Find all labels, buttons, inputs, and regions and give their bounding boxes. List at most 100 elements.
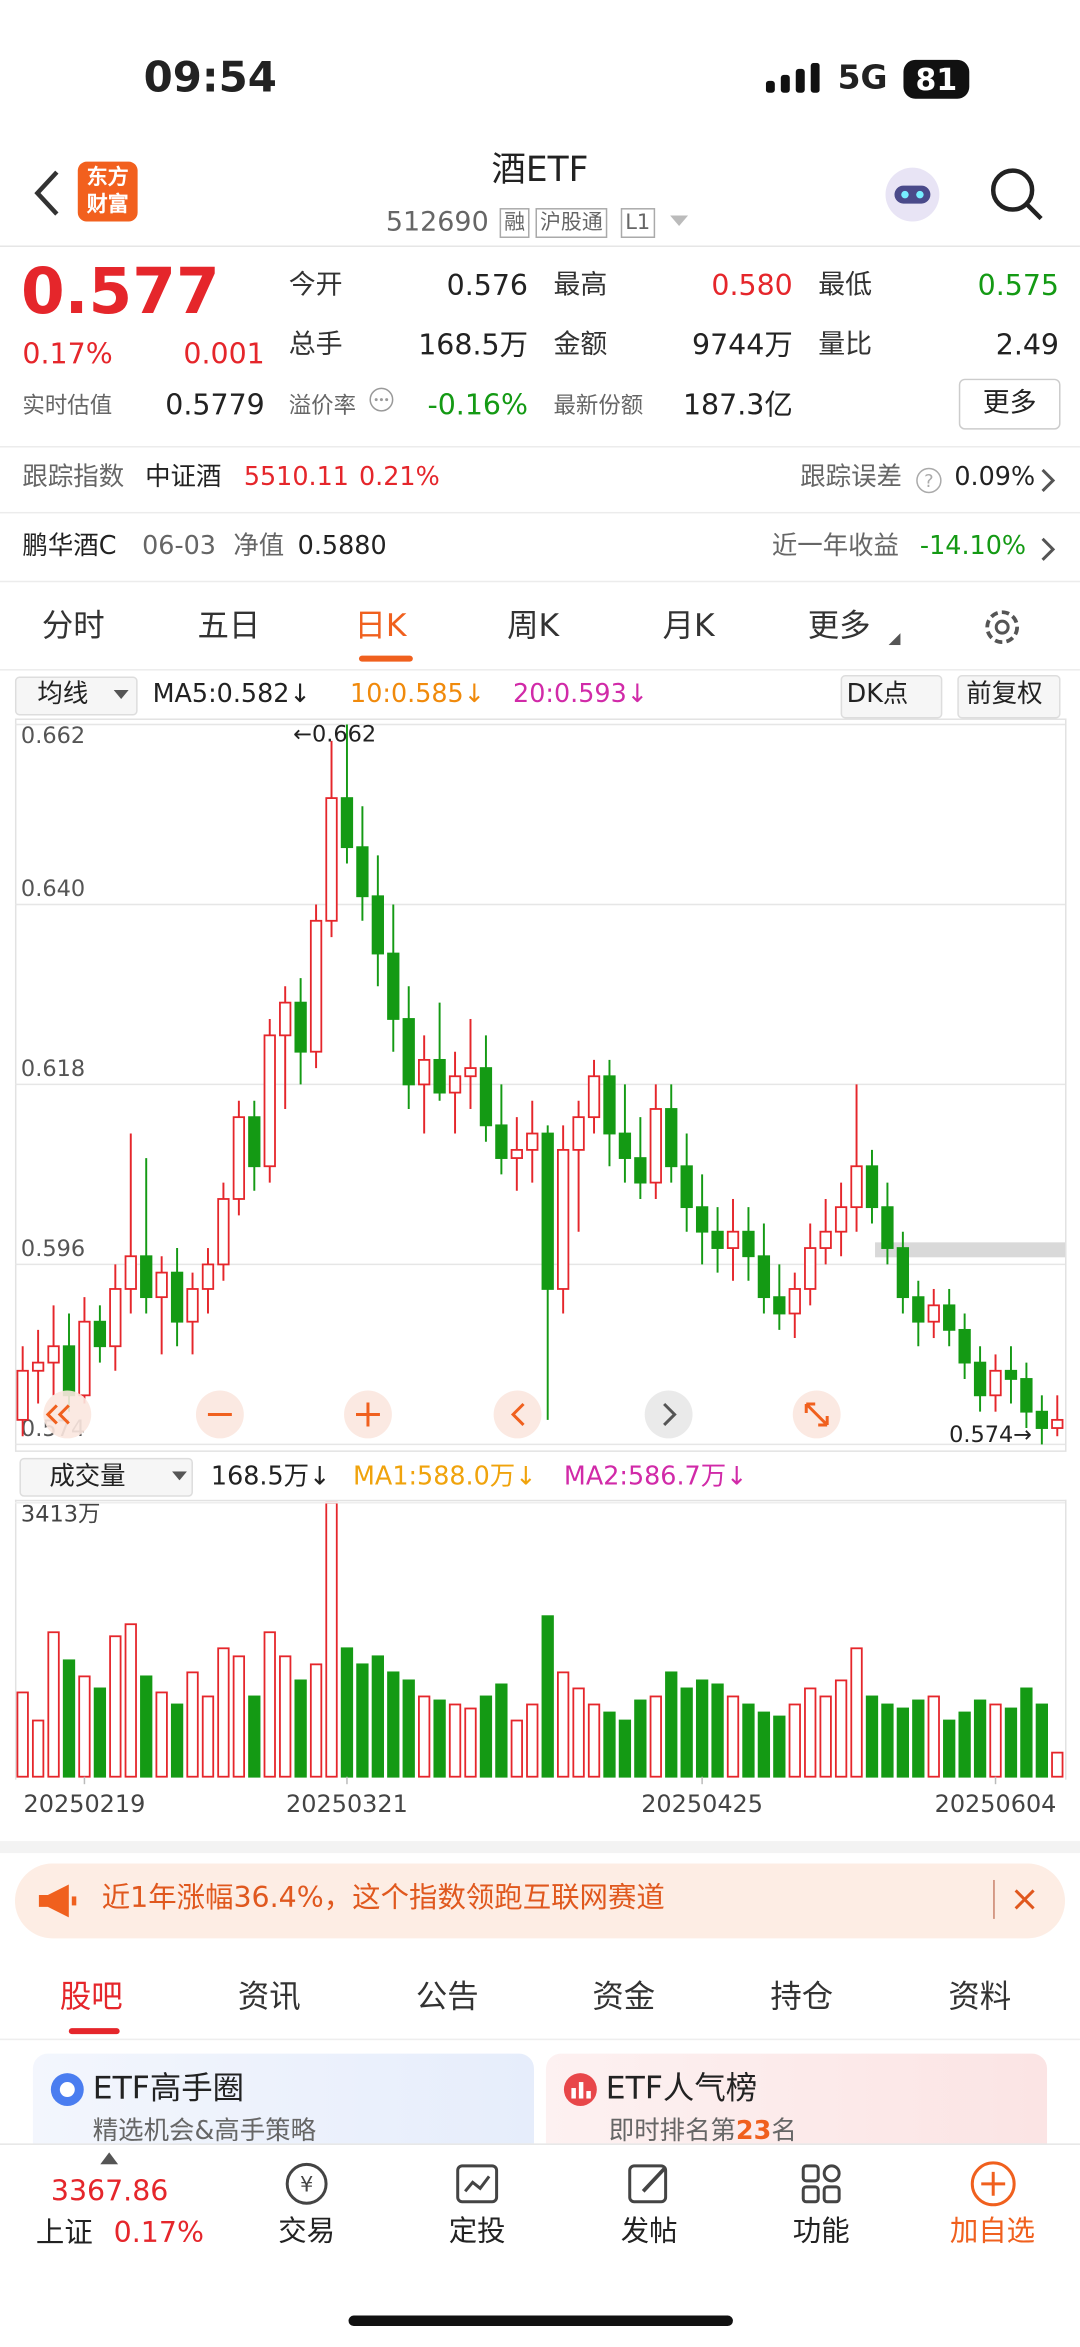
subtitle-text: 即时排名第 (608, 2116, 736, 2147)
volume-bar (973, 1699, 987, 1778)
close-button[interactable] (1013, 1887, 1037, 1911)
chart-control[interactable] (43, 1390, 92, 1439)
index-pct[interactable]: 0.17% (113, 2216, 204, 2250)
chevron[interactable] (1040, 467, 1058, 494)
nav-item[interactable]: 加自选 (949, 2215, 1036, 2249)
nav-item[interactable]: 发帖 (620, 2215, 678, 2249)
volume-bar (140, 1675, 153, 1778)
adjust-button[interactable] (957, 675, 1061, 719)
candle-body (1004, 1369, 1018, 1380)
stat-value: 0.576 (446, 269, 529, 303)
candle-body (865, 1165, 879, 1209)
sub-tab[interactable]: 公告 (415, 1978, 479, 2015)
return-label: 近一年收益 (771, 531, 899, 562)
card-subtitle: 精选机会&高手策略 (92, 2116, 317, 2147)
volume-bar (587, 1703, 601, 1778)
candle-body (170, 1271, 184, 1323)
stat-label: 实时估值 (22, 392, 113, 420)
volume-bar (912, 1699, 925, 1778)
volume-bar (16, 1691, 29, 1778)
period-tab-active[interactable]: 日K (354, 607, 407, 644)
volume-bar (279, 1655, 292, 1778)
volume-bar (510, 1719, 523, 1778)
chart-control[interactable] (644, 1390, 693, 1439)
more-button[interactable]: 更多 (958, 378, 1061, 430)
y-tick-label: 0.596 (21, 1236, 85, 1262)
candle-body (387, 952, 400, 1020)
volume-selector[interactable] (19, 1457, 193, 1497)
candle-body (248, 1116, 261, 1168)
abs-change: 0.001 (183, 338, 265, 372)
stat-value: 187.3亿 (682, 389, 793, 423)
period-tab[interactable]: 月K (662, 607, 715, 644)
sub-tab-active[interactable]: 股吧 (59, 1978, 123, 2015)
sub-tab[interactable]: 资料 (948, 1978, 1012, 2015)
candle-body (819, 1230, 832, 1249)
sub-tab[interactable]: 持仓 (770, 1978, 834, 2015)
svg-text:?: ? (924, 471, 934, 492)
clock: 09:54 (143, 52, 277, 102)
robot-avatar[interactable] (880, 162, 946, 228)
search-button[interactable] (987, 165, 1047, 225)
index-name[interactable]: 上证 (35, 2216, 93, 2250)
tag: 融 (499, 208, 530, 238)
card[interactable] (32, 2053, 535, 2159)
candle-body (587, 1075, 601, 1119)
stock-title: 酒ETF (491, 151, 589, 191)
stat-value: 0.5779 (165, 389, 265, 423)
sub-tab[interactable]: 资讯 (237, 1978, 301, 2015)
control-glyph (510, 1402, 525, 1427)
index-value[interactable]: 3367.86 (50, 2174, 169, 2208)
volume-bar (387, 1671, 400, 1778)
dk-button[interactable] (840, 675, 943, 719)
info-icon[interactable] (368, 386, 395, 413)
stat-value: 0.580 (711, 269, 793, 303)
candle-body (804, 1247, 817, 1290)
volume-bar (356, 1663, 369, 1778)
period-tab[interactable]: 五日 (197, 607, 261, 644)
nav-item[interactable]: 交易 (278, 2215, 336, 2249)
candle-body (1020, 1378, 1033, 1413)
volume-bar (726, 1695, 740, 1778)
volume-bar (665, 1671, 678, 1778)
volume-bar (1004, 1707, 1018, 1778)
candle-body (479, 1067, 493, 1127)
candle-body (742, 1230, 755, 1258)
candle-body (495, 1124, 508, 1159)
candle-body (788, 1288, 801, 1315)
candle-body (340, 797, 354, 849)
stat-label: 今开 (288, 269, 343, 301)
period-tab[interactable]: 更多 (807, 607, 871, 644)
period-tab[interactable]: 分时 (41, 607, 105, 644)
volume-bar (572, 1687, 585, 1778)
help-icon[interactable]: ? (914, 466, 944, 496)
nav-label: 净值 (233, 531, 285, 562)
y-tick-label: 0.662 (21, 723, 85, 749)
promo-banner[interactable] (14, 1863, 1066, 1939)
candle-body (279, 1001, 292, 1037)
sub-tab[interactable]: 资金 (592, 1978, 656, 2015)
volume-bar (865, 1695, 879, 1778)
candle-body (958, 1328, 971, 1364)
candle-body (263, 1034, 276, 1168)
settings-icon[interactable] (981, 606, 1023, 648)
y-tick-label: 0.618 (21, 1056, 85, 1082)
stat-value: -0.16% (427, 389, 529, 423)
volume-bar (989, 1703, 1002, 1778)
separator (993, 1879, 995, 1919)
dropdown-arrow (172, 1471, 187, 1481)
stat-label: 总手 (288, 329, 343, 361)
nav-item[interactable]: 定投 (448, 2215, 506, 2249)
chevron[interactable] (1040, 536, 1058, 563)
candle-body (618, 1132, 632, 1159)
period-tab[interactable]: 周K (507, 607, 560, 644)
back-button[interactable] (30, 168, 66, 219)
nav-item[interactable]: 功能 (792, 2215, 850, 2249)
card[interactable] (545, 2053, 1048, 2159)
ma-selector[interactable] (14, 676, 138, 716)
fund-date: 06-03 (142, 531, 217, 562)
chart-control[interactable] (493, 1390, 542, 1439)
volume-bar (804, 1687, 817, 1778)
